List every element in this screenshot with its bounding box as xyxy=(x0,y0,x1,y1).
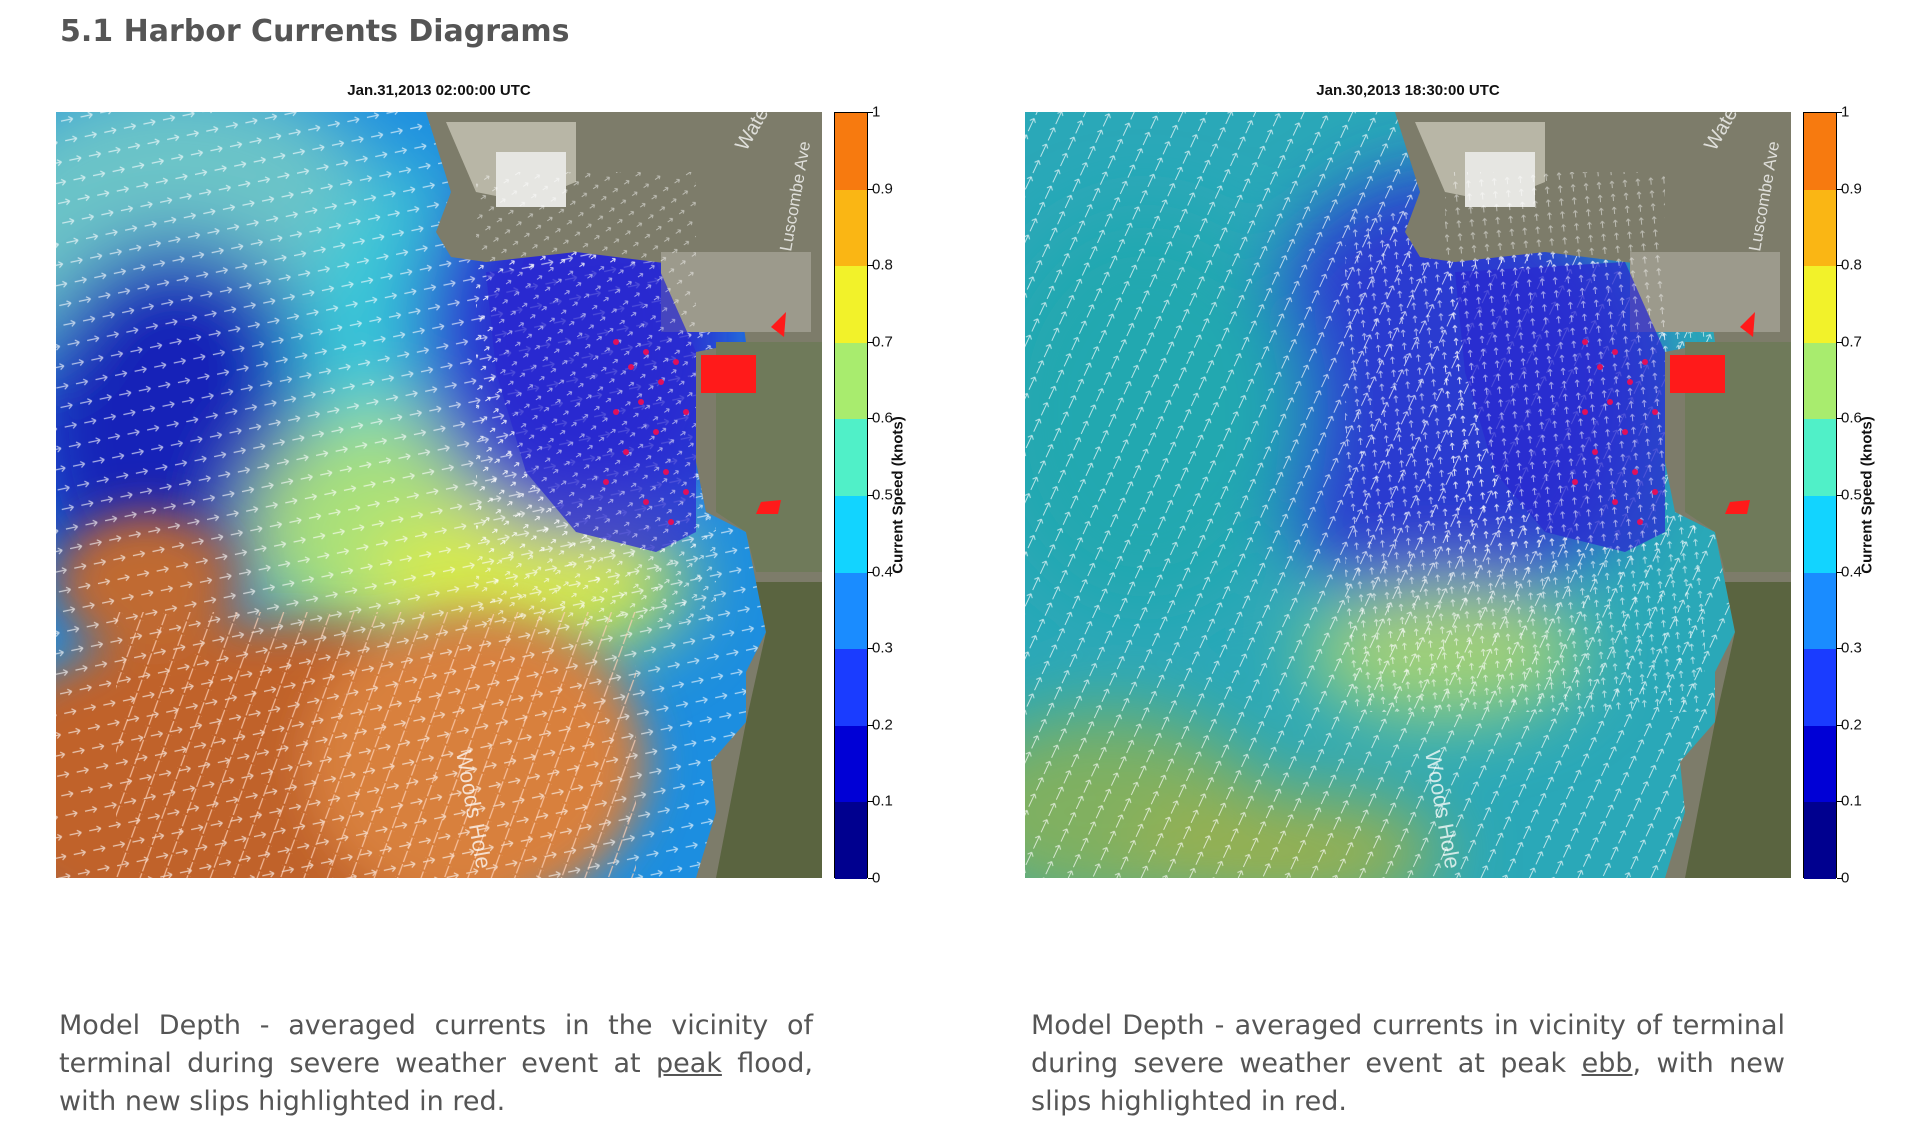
colorbar-tick-label: 0.1 xyxy=(1841,792,1862,810)
caption-ebb: Model Depth - averaged currents in vicin… xyxy=(1031,1007,1785,1121)
colorbar-segment xyxy=(835,419,867,496)
colorbar-tick-mark xyxy=(1837,878,1842,879)
colorbar-tick-label: 0 xyxy=(872,869,881,887)
colorbar-tick-mark xyxy=(868,418,873,420)
current-map-ebb: Water St Luscombe Ave Woods Hole xyxy=(1025,112,1791,878)
colorbar-tick-mark xyxy=(868,112,873,113)
colorbar-tick-mark xyxy=(1837,112,1842,113)
caption-text: Model Depth - averaged currents in vicin… xyxy=(1031,1010,1785,1079)
colorbar-tick-label: 0.4 xyxy=(1841,563,1862,581)
plot-title: Jan.31,2013 02:00:00 UTC xyxy=(347,82,531,99)
colorbar-segment xyxy=(1804,419,1836,496)
current-map-flood: Water St Luscombe Ave Woods Hole xyxy=(56,112,822,878)
colorbar-segment xyxy=(835,266,867,343)
flood-panel: Jan.31,2013 02:00:00 UTC xyxy=(56,70,956,890)
colorbar-tick-mark xyxy=(868,265,873,267)
colorbar-segment xyxy=(835,189,867,267)
colorbar-tick-label: 0.6 xyxy=(872,409,893,427)
colorbar-tick-label: 0.5 xyxy=(1841,486,1862,504)
colorbar-tick-mark xyxy=(868,188,873,190)
colorbar-tick-mark xyxy=(1837,648,1842,650)
colorbar-segment xyxy=(1804,725,1836,803)
colorbar-tick-mark xyxy=(1837,571,1842,573)
colorbar-tick-mark xyxy=(868,495,873,496)
plot-title: Jan.30,2013 18:30:00 UTC xyxy=(1316,82,1500,99)
colorbar-tick-label: 0.2 xyxy=(872,716,893,734)
colorbar-tick-label: 0.3 xyxy=(1841,639,1862,657)
colorbar-segment xyxy=(835,496,867,573)
caption-emphasis: ebb xyxy=(1581,1048,1633,1079)
colorbar-tick-label: 0.8 xyxy=(872,256,893,274)
colorbar-segment xyxy=(835,572,867,650)
colorbar-tick-mark xyxy=(868,801,873,803)
colorbar-label: Current Speed (knots) xyxy=(1858,416,1876,574)
colorbar-tick-label: 1 xyxy=(1841,103,1850,121)
colorbar-tick-mark xyxy=(1837,265,1842,267)
colorbar-segment xyxy=(1804,572,1836,650)
caption-emphasis: peak xyxy=(655,1048,722,1079)
colorbar-tick-mark xyxy=(1837,801,1842,803)
colorbar-segment xyxy=(835,113,867,190)
colorbar-tick-mark xyxy=(868,571,873,573)
colorbar-segment xyxy=(1804,649,1836,726)
colorbar-segment xyxy=(1804,496,1836,573)
colorbar-tick-mark xyxy=(868,648,873,650)
colorbar-tick-mark xyxy=(868,878,873,879)
colorbar-tick-label: 0.7 xyxy=(1841,333,1862,351)
colorbar xyxy=(1803,112,1837,879)
colorbar-segment xyxy=(835,342,867,420)
colorbar-tick-label: 0.8 xyxy=(1841,256,1862,274)
colorbar-segment xyxy=(1804,342,1836,420)
colorbar-tick-label: 0.7 xyxy=(872,333,893,351)
colorbar-tick-label: 0.6 xyxy=(1841,409,1862,427)
colorbar-tick-mark xyxy=(868,341,873,343)
colorbar-tick-mark xyxy=(868,724,873,726)
colorbar-tick-label: 0 xyxy=(1841,869,1850,887)
colorbar-segment xyxy=(835,802,867,879)
colorbar xyxy=(834,112,868,879)
colorbar-tick-label: 0.1 xyxy=(872,792,893,810)
caption-flood: Model Depth - averaged currents in the v… xyxy=(59,1007,813,1121)
colorbar-segment xyxy=(1804,802,1836,879)
colorbar-tick-mark xyxy=(1837,418,1842,420)
colorbar-tick-mark xyxy=(1837,341,1842,343)
colorbar-tick-label: 1 xyxy=(872,103,881,121)
colorbar-segment xyxy=(1804,113,1836,190)
colorbar-segment xyxy=(1804,189,1836,267)
colorbar-tick-label: 0.2 xyxy=(1841,716,1862,734)
colorbar-segment xyxy=(835,725,867,803)
colorbar-tick-mark xyxy=(1837,724,1842,726)
colorbar-segment xyxy=(1804,266,1836,343)
colorbar-tick-label: 0.9 xyxy=(1841,180,1862,198)
colorbar-tick-mark xyxy=(1837,495,1842,496)
colorbar-tick-label: 0.5 xyxy=(872,486,893,504)
colorbar-tick-label: 0.3 xyxy=(872,639,893,657)
colorbar-segment xyxy=(835,649,867,726)
section-title: 5.1 Harbor Currents Diagrams xyxy=(60,14,570,49)
colorbar-tick-mark xyxy=(1837,188,1842,190)
ebb-panel: Jan.30,2013 18:30:00 UTC xyxy=(1025,70,1920,890)
colorbar-tick-label: 0.4 xyxy=(872,563,893,581)
colorbar-tick-label: 0.9 xyxy=(872,180,893,198)
colorbar-label: Current Speed (knots) xyxy=(889,416,907,574)
caption-text: Model Depth - averaged currents in the v… xyxy=(59,1010,813,1079)
